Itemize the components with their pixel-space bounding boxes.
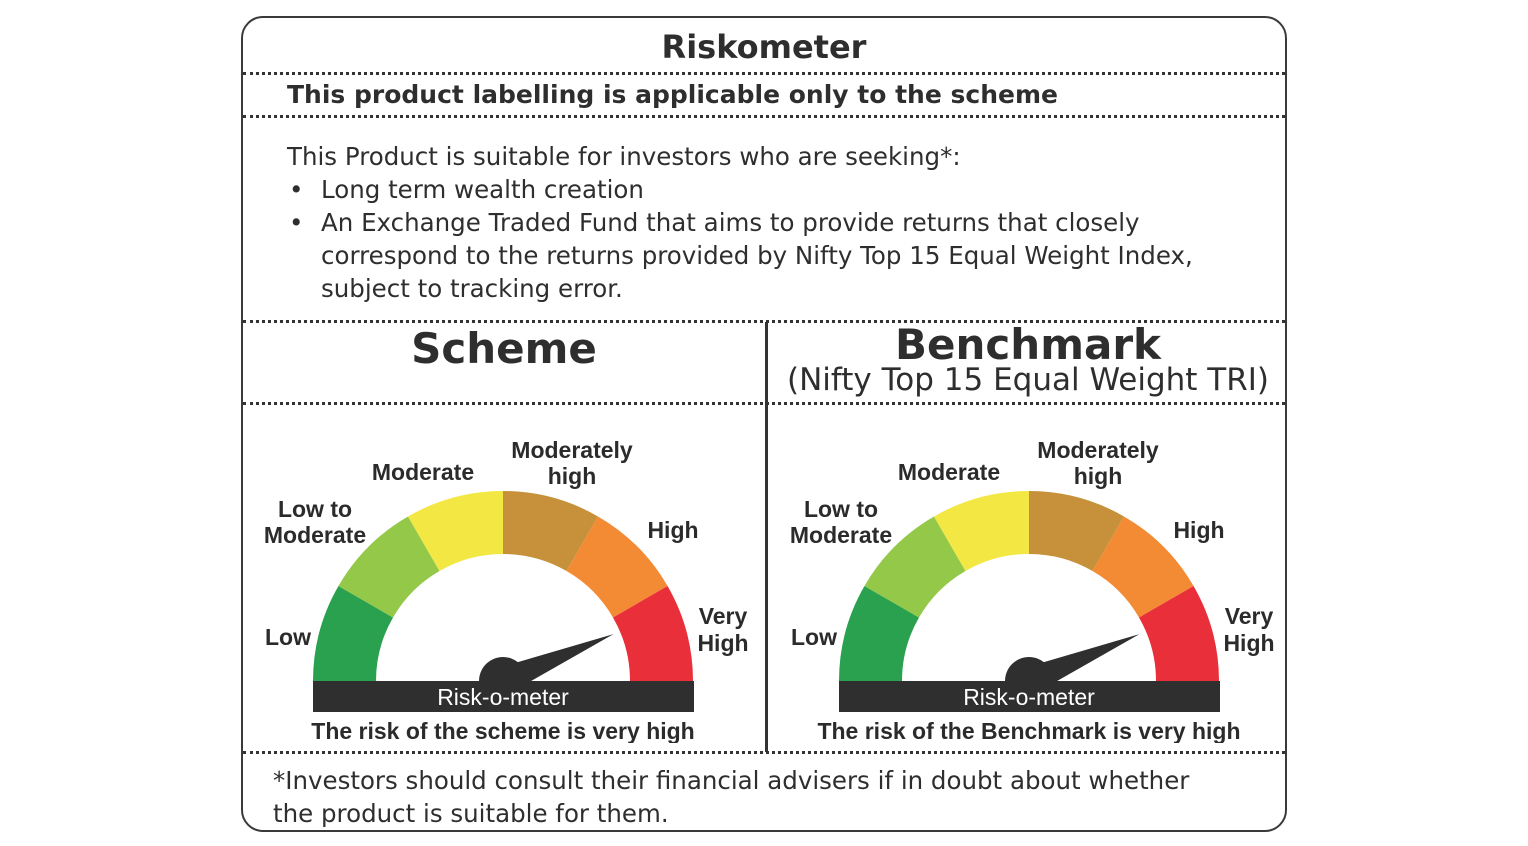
risk-segment-4 — [503, 491, 598, 572]
risk-segment-5 — [566, 516, 668, 618]
suitability-list: • Long term wealth creation • An Exchang… — [287, 173, 1221, 305]
meter-caption: The risk of the Benchmark is very high — [817, 718, 1240, 743]
scheme-heading: Scheme — [411, 324, 597, 373]
divider — [243, 402, 1285, 405]
meter-base-bar — [313, 681, 694, 712]
meter-caption: The risk of the scheme is very high — [311, 718, 694, 743]
risk-segment-1 — [313, 586, 394, 681]
bullet-text: Long term wealth creation — [321, 175, 644, 204]
risk-level-label: Low to Moderate — [790, 496, 892, 548]
meter-base-bar — [839, 681, 1220, 712]
labelling-note: This product labelling is applicable onl… — [287, 80, 1058, 109]
needle-icon — [1023, 634, 1140, 694]
bullet-text: An Exchange Traded Fund that aims to pro… — [321, 208, 1193, 303]
risk-level-label: Low — [791, 624, 837, 650]
risk-segment-4 — [1029, 491, 1124, 572]
risk-segment-6 — [1138, 586, 1219, 681]
risk-level-label: Moderate — [372, 459, 474, 485]
meter-label: Risk-o-meter — [963, 684, 1095, 710]
risk-level-label: Moderately high — [511, 437, 633, 489]
bullet-icon: • — [289, 175, 304, 204]
column-divider — [765, 322, 768, 752]
risk-level-label: Low — [265, 624, 311, 650]
scheme-riskometer: Low Low to Moderate Moderate Moderately high H… — [243, 423, 765, 743]
footnote: *Investors should consult their financia… — [273, 766, 1190, 828]
benchmark-riskometer: Low Low to Moderate Moderate Moderately high H… — [769, 423, 1291, 743]
risk-segment-1 — [839, 586, 920, 681]
divider — [243, 751, 1285, 754]
benchmark-heading: Benchmark — [895, 320, 1161, 369]
divider — [243, 115, 1285, 118]
risk-level-label: Moderately high — [1037, 437, 1159, 489]
risk-segment-3 — [408, 491, 503, 572]
list-item: • Long term wealth creation — [287, 173, 1221, 206]
divider — [243, 320, 1285, 323]
risk-segment-2 — [338, 516, 440, 618]
risk-level-label: High — [1173, 517, 1224, 543]
risk-segment-2 — [864, 516, 966, 618]
risk-level-label: Moderate — [898, 459, 1000, 485]
risk-level-label: Very High — [1223, 603, 1274, 656]
benchmark-subheading: (Nifty Top 15 Equal Weight TRI) — [786, 362, 1270, 398]
suitability-intro: This Product is suitable for investors w… — [287, 142, 961, 171]
list-item: • An Exchange Traded Fund that aims to p… — [287, 206, 1201, 305]
riskometer-card: Riskometer This product labelling is app… — [241, 16, 1287, 832]
risk-level-label: Very High — [697, 603, 748, 656]
divider — [243, 72, 1285, 75]
bullet-icon: • — [289, 208, 304, 237]
risk-segment-3 — [934, 491, 1029, 572]
risk-level-label: Low to Moderate — [264, 496, 366, 548]
risk-segment-5 — [1092, 516, 1194, 618]
risk-segment-6 — [612, 586, 693, 681]
risk-level-label: High — [647, 517, 698, 543]
riskometer-title: Riskometer — [661, 28, 867, 66]
needle-icon — [497, 634, 614, 694]
meter-label: Risk-o-meter — [437, 684, 569, 710]
